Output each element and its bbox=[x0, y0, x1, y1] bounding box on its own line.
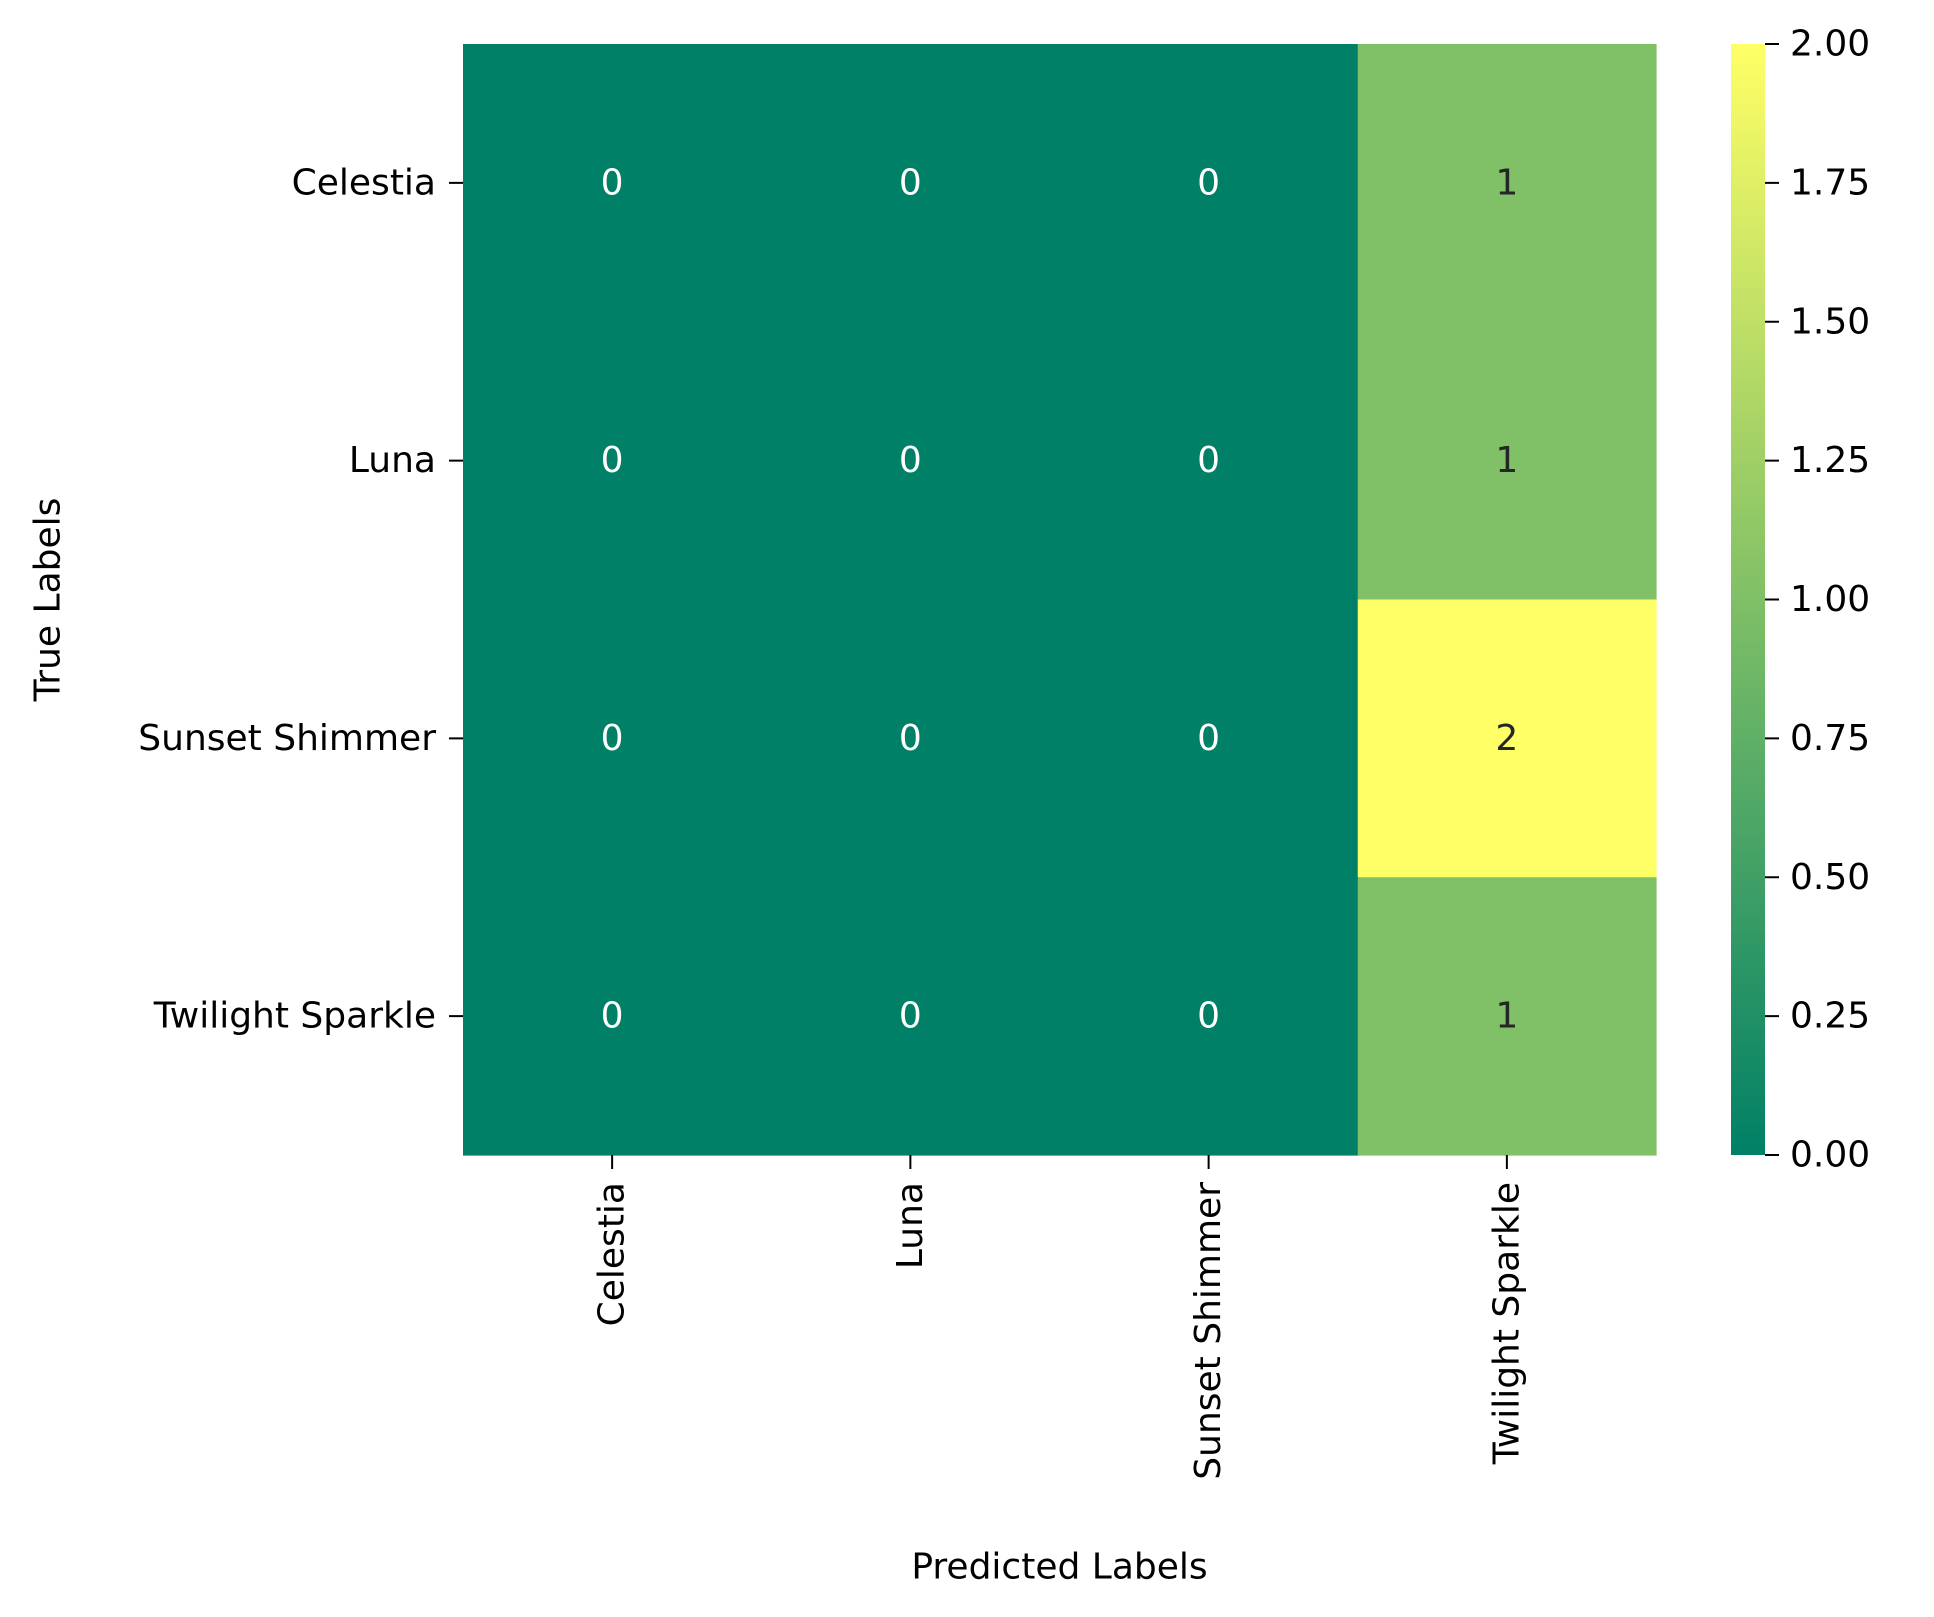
y-axis-label: True Labels bbox=[28, 498, 69, 703]
cell-value-label: 1 bbox=[1495, 440, 1518, 481]
y-tick-label: Sunset Shimmer bbox=[138, 718, 436, 759]
colorbar-tick-label: 2.00 bbox=[1790, 24, 1870, 65]
colorbar-tick-label: 0.00 bbox=[1790, 1135, 1870, 1176]
heatmap-cell bbox=[761, 599, 1061, 878]
heatmap-cell bbox=[1059, 44, 1359, 323]
heatmap-cell bbox=[463, 321, 762, 601]
heatmap-cell bbox=[1059, 877, 1359, 1156]
cell-value-label: 0 bbox=[899, 162, 922, 203]
heatmap-cell bbox=[463, 599, 762, 878]
colorbar-tick-label: 1.75 bbox=[1790, 162, 1870, 203]
heatmap-cell bbox=[463, 877, 762, 1156]
x-tick-label: Celestia bbox=[592, 1182, 633, 1326]
cell-value-label: 0 bbox=[899, 996, 922, 1037]
colorbar-ticks: 0.00 0.25 0.50 0.75 1.00 1.25 1.50 1.75 2.00 bbox=[1765, 24, 1870, 1176]
x-tick-label: Sunset Shimmer bbox=[1188, 1182, 1229, 1480]
colorbar-tick-label: 1.50 bbox=[1790, 301, 1870, 342]
cell-value-label: 0 bbox=[1197, 718, 1220, 759]
colorbar-tick-label: 0.25 bbox=[1790, 996, 1870, 1037]
cell-value-label: 0 bbox=[1197, 996, 1220, 1037]
cell-value-label: 0 bbox=[601, 718, 624, 759]
heatmap-cell-labels: 0 0 0 1 0 0 0 1 0 0 0 2 0 0 0 1 bbox=[601, 162, 1519, 1036]
heatmap-cell bbox=[761, 321, 1061, 601]
colorbar-tick-label: 1.00 bbox=[1790, 579, 1870, 620]
heatmap-cell bbox=[1357, 599, 1657, 878]
x-axis-ticks: Celestia Luna Sunset Shimmer Twilight Spark… bbox=[592, 1155, 1527, 1480]
y-axis-ticks: Celestia Luna Sunset Shimmer Twilight Spark… bbox=[138, 162, 463, 1037]
heatmap-cell bbox=[1357, 877, 1657, 1156]
cell-value-label: 0 bbox=[601, 440, 624, 481]
colorbar-tick-label: 0.75 bbox=[1790, 718, 1870, 759]
cell-value-label: 0 bbox=[601, 162, 624, 203]
cell-value-label: 0 bbox=[601, 996, 624, 1037]
x-tick-label: Twilight Sparkle bbox=[1486, 1182, 1527, 1465]
cell-value-label: 1 bbox=[1495, 996, 1518, 1037]
x-axis-label: Predicted Labels bbox=[911, 1547, 1207, 1588]
x-tick-label: Luna bbox=[890, 1182, 931, 1269]
heatmap-cell bbox=[463, 44, 762, 323]
heatmap-cell bbox=[761, 44, 1061, 323]
y-tick-label: Luna bbox=[349, 440, 436, 481]
cell-value-label: 0 bbox=[899, 440, 922, 481]
y-tick-label: Celestia bbox=[292, 162, 436, 203]
heatmap-cell bbox=[1357, 321, 1657, 601]
cell-value-label: 1 bbox=[1495, 162, 1518, 203]
cell-value-label: 2 bbox=[1495, 718, 1518, 759]
heatmap-cell bbox=[761, 877, 1061, 1156]
heatmap-cells bbox=[463, 44, 1657, 1156]
colorbar-tick-label: 0.50 bbox=[1790, 857, 1870, 898]
cell-value-label: 0 bbox=[899, 718, 922, 759]
colorbar-gradient bbox=[1731, 44, 1765, 1155]
heatmap-cell bbox=[1357, 44, 1657, 323]
cell-value-label: 0 bbox=[1197, 440, 1220, 481]
heatmap-cell bbox=[1059, 599, 1359, 878]
colorbar-tick-label: 1.25 bbox=[1790, 440, 1870, 481]
cell-value-label: 0 bbox=[1197, 162, 1220, 203]
colorbar: 0.00 0.25 0.50 0.75 1.00 1.25 1.50 1.75 2.00 bbox=[1731, 24, 1870, 1176]
y-tick-label: Twilight Sparkle bbox=[153, 996, 436, 1037]
heatmap-cell bbox=[1059, 321, 1359, 601]
